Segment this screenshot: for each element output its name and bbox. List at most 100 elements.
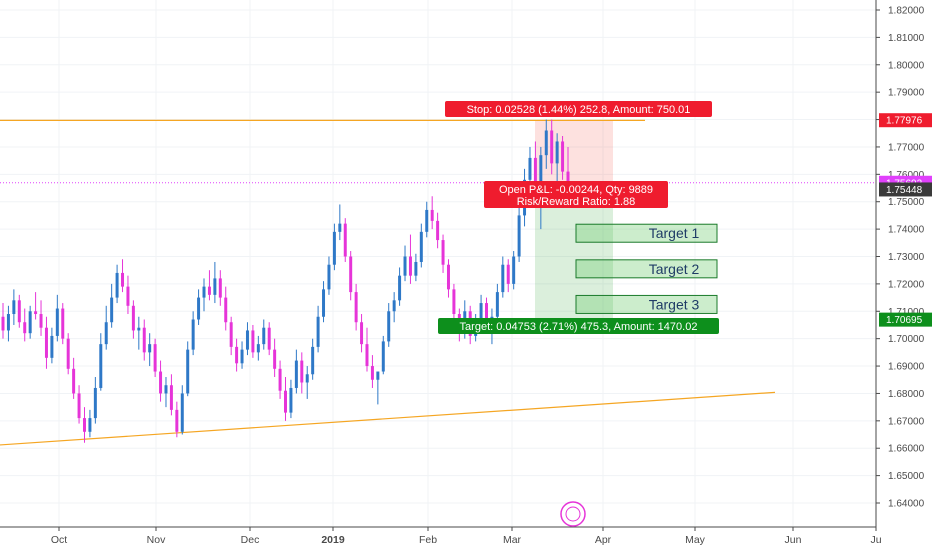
candle-body: [300, 360, 304, 383]
candle-body: [343, 223, 347, 257]
candle-body: [77, 393, 81, 419]
candle-body: [169, 385, 173, 410]
grid-lines: [0, 0, 877, 527]
candle-body: [61, 308, 65, 339]
target-label: Target: 0.04753 (2.71%) 475.3, Amount: 1…: [438, 318, 719, 334]
candle-body: [517, 215, 521, 257]
candle-body: [528, 157, 532, 180]
candle-body: [142, 327, 146, 353]
candle-body: [55, 308, 59, 336]
candle-body: [126, 286, 130, 306]
candle-body: [88, 418, 92, 432]
y-tick-label: 1.69000: [888, 362, 925, 373]
target-box-bg: [575, 223, 718, 243]
candle-body: [267, 327, 271, 350]
candle-body: [441, 240, 445, 265]
candle-body: [403, 256, 407, 276]
candle-body: [512, 256, 516, 284]
y-tick-label: 1.68000: [888, 389, 925, 400]
stop-label-bg: [445, 101, 712, 117]
target-box-bg: [575, 259, 718, 279]
candle-body: [550, 130, 554, 164]
y-tick-label: 1.79000: [888, 88, 925, 99]
candle-body: [561, 141, 565, 172]
candle-body: [392, 300, 396, 312]
candle-body: [408, 256, 412, 276]
candle-body: [278, 368, 282, 391]
candle-body: [131, 305, 135, 331]
candle-body: [1, 316, 5, 331]
x-tick-label: Ju: [870, 534, 881, 546]
candle-body: [365, 344, 369, 367]
x-tick-label: Nov: [147, 534, 166, 546]
candle-body: [44, 327, 48, 358]
y-tick-label: 1.65000: [888, 471, 925, 482]
candle-body: [294, 360, 298, 388]
candle-body: [354, 292, 358, 323]
y-tick-label: 1.75000: [888, 197, 925, 208]
candle-body: [121, 272, 125, 287]
price-badge-text: 1.75448: [886, 185, 923, 196]
price-badge-text: 1.70695: [886, 315, 923, 326]
candle-body: [360, 322, 364, 345]
price-badge-bg: [879, 182, 932, 197]
tradingview-logo[interactable]: [560, 501, 586, 527]
candle-body: [316, 316, 320, 347]
candle-body: [191, 319, 195, 350]
candle-body: [23, 322, 27, 334]
target-label-text: Target: 0.04753 (2.71%) 475.3, Amount: 1…: [460, 321, 698, 333]
candle-body: [495, 292, 499, 317]
x-tick-label: Mar: [503, 534, 522, 546]
candle-body: [251, 330, 255, 353]
y-tick-label: 1.80000: [888, 60, 925, 71]
target-boxes[interactable]: Target 1 Target 2 Target 3: [575, 223, 718, 314]
candle-body: [186, 349, 190, 394]
price-badge: 1.75448: [879, 182, 932, 197]
x-tick-label: Jun: [785, 534, 802, 546]
candle-body: [501, 264, 505, 293]
candle-body: [213, 278, 217, 295]
target-box-2[interactable]: Target 2: [575, 259, 718, 279]
candle-body: [66, 338, 70, 369]
x-tick-label: May: [685, 534, 706, 546]
x-tick-label: Feb: [419, 534, 437, 546]
candle-body: [544, 130, 548, 156]
candle-body: [39, 314, 43, 328]
lower-trendline[interactable]: [0, 391, 776, 446]
candle-body: [533, 157, 537, 194]
candle-body: [566, 171, 570, 183]
candle-body: [72, 368, 76, 394]
candle-body: [419, 231, 423, 262]
target-box-label: Target 3: [649, 296, 700, 312]
candle-body: [110, 297, 114, 323]
target-box-3[interactable]: Target 3: [575, 294, 718, 314]
target-box-1[interactable]: Target 1: [575, 223, 718, 243]
candle-body: [436, 220, 440, 241]
price-badge: 1.77976: [879, 113, 932, 128]
candle-body: [240, 349, 244, 364]
candle-body: [82, 418, 86, 432]
x-tick-label: Dec: [241, 534, 260, 546]
candle-body: [235, 346, 239, 364]
candle-body: [387, 311, 391, 342]
price-badge-bg: [879, 312, 932, 327]
target-label-bg: [438, 318, 719, 334]
candle-body: [452, 289, 456, 315]
candle-body: [50, 335, 54, 358]
candle-body: [164, 385, 168, 394]
candle-body: [485, 303, 489, 328]
candle-body: [104, 322, 108, 345]
candlestick-series: [1, 119, 570, 443]
candle-body: [137, 327, 141, 331]
target-box-label: Target 1: [649, 225, 700, 241]
trendlines[interactable]: [0, 119, 776, 446]
candle-body: [93, 387, 97, 419]
y-tick-label: 1.76000: [888, 170, 925, 181]
candle-body: [305, 374, 309, 383]
candle-body: [224, 297, 228, 323]
candle-body: [398, 275, 402, 301]
candle-body: [245, 330, 249, 350]
target-box-bg: [575, 294, 718, 314]
price-axis[interactable]: [876, 0, 932, 527]
